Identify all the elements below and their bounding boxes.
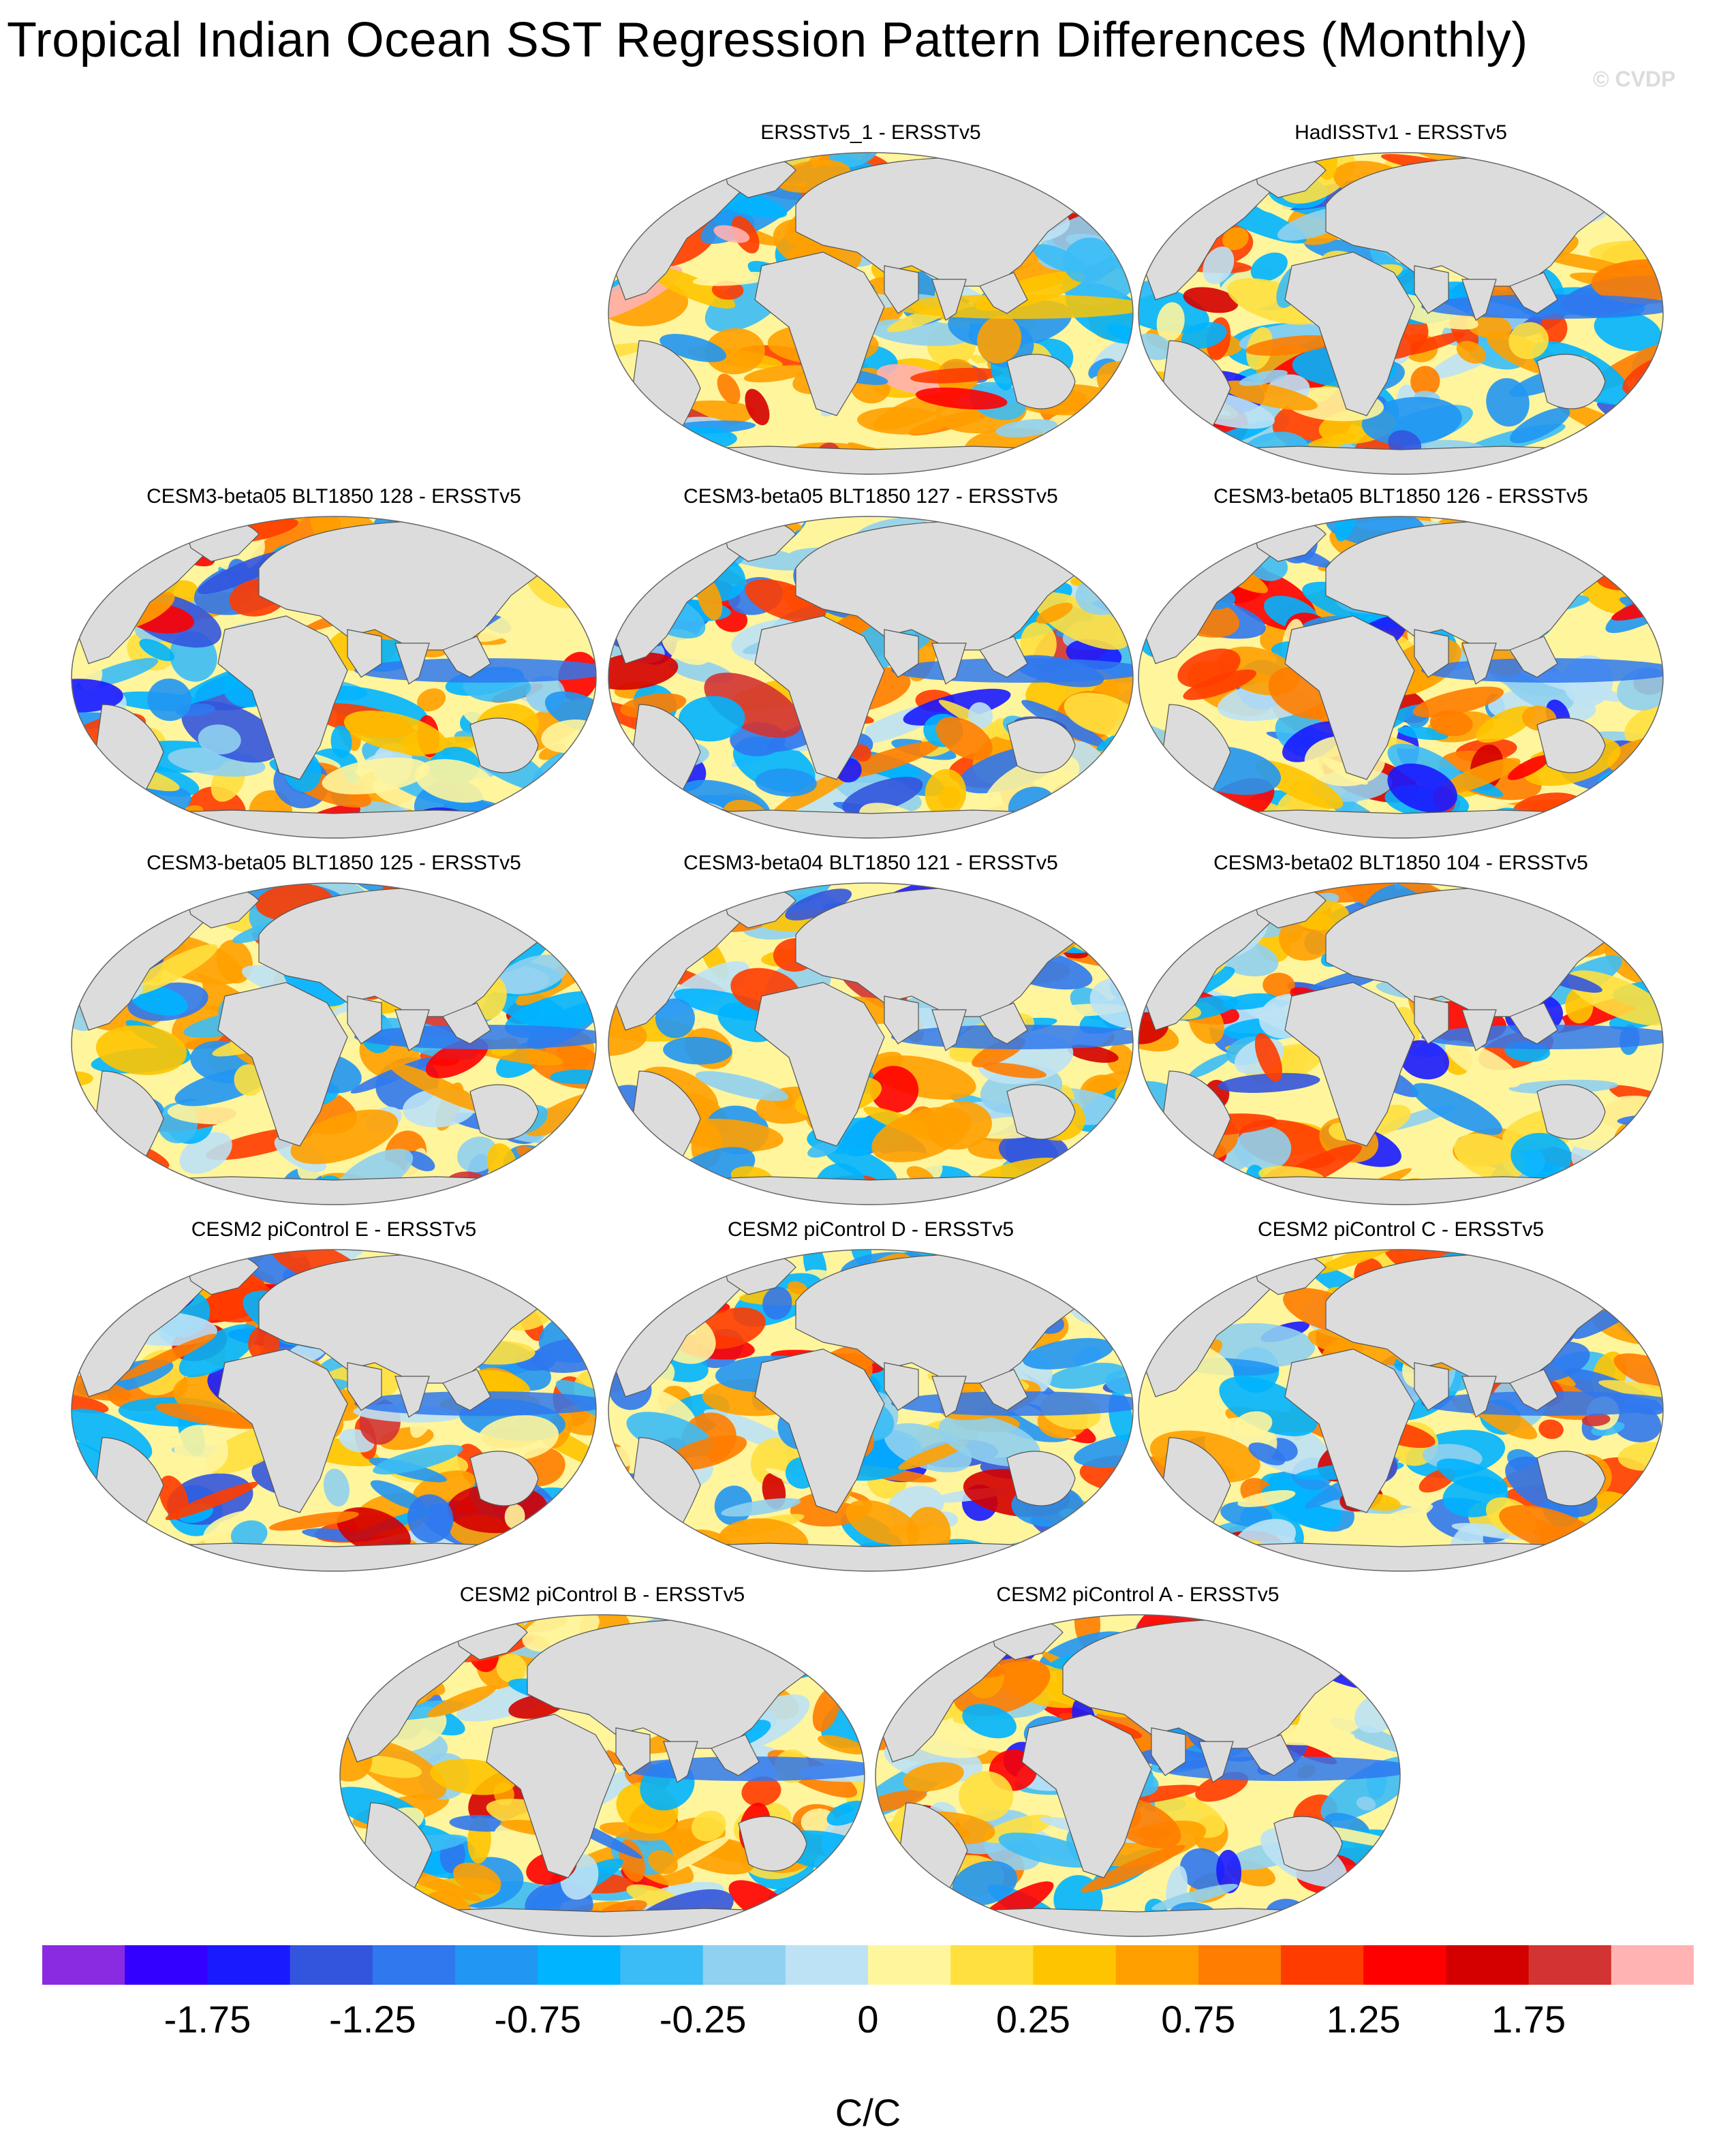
map-outline: [1138, 516, 1664, 839]
colorbar-tick-label: 0.25: [996, 1998, 1070, 2041]
robinson-map: [875, 1614, 1401, 1937]
robinson-map: [1138, 152, 1664, 475]
map-panel: CESM2 piControl D - ERSSTv5: [605, 1218, 1136, 1573]
map-panel: CESM2 piControl B - ERSSTv5: [337, 1583, 868, 1938]
robinson-map: [608, 882, 1134, 1205]
panel-title: HadISSTv1 - ERSSTv5: [1295, 121, 1507, 144]
panel-title: CESM3-beta05 BLT1850 128 - ERSSTv5: [146, 485, 521, 508]
map-outline: [1138, 152, 1664, 475]
robinson-map: [1138, 882, 1664, 1205]
map-outline: [339, 1614, 865, 1937]
map-outline: [875, 1614, 1401, 1937]
map-panel: CESM2 piControl A - ERSSTv5: [872, 1583, 1404, 1938]
colorbar-box: [1363, 1945, 1446, 1985]
map-outline: [608, 516, 1134, 839]
map-panel: CESM3-beta05 BLT1850 125 - ERSSTv5: [68, 852, 600, 1206]
panel-title: CESM3-beta05 BLT1850 126 - ERSSTv5: [1213, 485, 1588, 508]
figure-title: Tropical Indian Ocean SST Regression Pat…: [7, 13, 1528, 67]
colorbar-box: [290, 1945, 373, 1985]
colorbar-box: [1198, 1945, 1282, 1985]
land-mask: [1138, 155, 1663, 474]
panel-title: CESM3-beta05 BLT1850 127 - ERSSTv5: [683, 485, 1058, 508]
robinson-map: [608, 152, 1134, 475]
colorbar-box: [207, 1945, 291, 1985]
colorbar-box: [1528, 1945, 1612, 1985]
colorbar-box: [125, 1945, 208, 1985]
colorbar-tick-label: -1.25: [329, 1998, 416, 2041]
panel-title: CESM3-beta04 BLT1850 121 - ERSSTv5: [683, 852, 1058, 874]
colorbar-box: [538, 1945, 621, 1985]
colorbar-tick-label: 1.25: [1327, 1998, 1401, 2041]
colorbar-tick-label: 0.75: [1161, 1998, 1235, 2041]
map-panel: ERSSTv5_1 - ERSSTv5: [605, 121, 1136, 476]
panel-title: CESM2 piControl D - ERSSTv5: [727, 1218, 1014, 1241]
colorbar-box: [372, 1945, 456, 1985]
map-panel: CESM3-beta05 BLT1850 128 - ERSSTv5: [68, 485, 600, 839]
colorbar-box: [1446, 1945, 1530, 1985]
robinson-map: [339, 1614, 865, 1937]
colorbar-box: [620, 1945, 704, 1985]
robinson-map: [608, 516, 1134, 839]
colorbar-tick-label: -0.75: [494, 1998, 581, 2041]
panel-title: CESM2 piControl C - ERSSTv5: [1257, 1218, 1545, 1241]
panel-title: ERSSTv5_1 - ERSSTv5: [760, 121, 981, 144]
colorbar-box: [868, 1945, 951, 1985]
map-outline: [608, 152, 1134, 475]
colorbar-box: [1611, 1945, 1694, 1985]
colorbar-box: [1115, 1945, 1199, 1985]
land-mask: [608, 518, 1133, 838]
colorbar-box: [785, 1945, 869, 1985]
map-outline: [608, 882, 1134, 1205]
colorbar-box: [455, 1945, 538, 1985]
colorbar-tick-label: -1.75: [164, 1998, 251, 2041]
robinson-map: [71, 1249, 597, 1572]
robinson-map: [1138, 1249, 1664, 1572]
watermark: © CVDP: [1593, 67, 1676, 91]
map-panel: CESM3-beta02 BLT1850 104 - ERSSTv5: [1135, 852, 1667, 1206]
robinson-map: [1138, 516, 1664, 839]
map-panel: CESM3-beta05 BLT1850 127 - ERSSTv5: [605, 485, 1136, 839]
map-outline: [1138, 882, 1664, 1205]
colorbar: -1.75 -1.25 -0.75 -0.25 0 0.25 0.75 1.25 1.75: [42, 1945, 1694, 2041]
map-panel: CESM2 piControl E - ERSSTv5: [68, 1218, 600, 1573]
panel-title: CESM3-beta02 BLT1850 104 - ERSSTv5: [1213, 852, 1588, 874]
colorbar-box: [950, 1945, 1034, 1985]
panel-title: CESM2 piControl E - ERSSTv5: [191, 1218, 477, 1241]
map-panel: CESM3-beta04 BLT1850 121 - ERSSTv5: [605, 852, 1136, 1206]
colorbar-tick-label: -0.25: [660, 1998, 747, 2041]
map-outline: [71, 1249, 597, 1572]
robinson-map: [608, 1249, 1134, 1572]
map-outline: [71, 516, 597, 839]
map-panel: CESM2 piControl C - ERSSTv5: [1135, 1218, 1667, 1573]
land-mask: [72, 1252, 596, 1571]
map-outline: [608, 1249, 1134, 1572]
robinson-map: [71, 516, 597, 839]
map-outline: [71, 882, 597, 1205]
colorbar-box: [42, 1945, 125, 1985]
colorbar-box: [1033, 1945, 1117, 1985]
panel-title: CESM2 piControl A - ERSSTv5: [996, 1583, 1280, 1606]
colorbar-box: [1281, 1945, 1364, 1985]
panel-title: CESM2 piControl B - ERSSTv5: [459, 1583, 745, 1606]
robinson-map: [71, 882, 597, 1205]
map-outline: [1138, 1249, 1664, 1572]
colorbar-units: C/C: [835, 2091, 901, 2134]
colorbar-tick-label: 0: [857, 1998, 878, 2041]
map-panel: HadISSTv1 - ERSSTv5: [1135, 121, 1667, 476]
colorbar-tick-label: 1.75: [1491, 1998, 1566, 2041]
panel-title: CESM3-beta05 BLT1850 125 - ERSSTv5: [146, 852, 521, 874]
map-panel: CESM3-beta05 BLT1850 126 - ERSSTv5: [1135, 485, 1667, 839]
colorbar-box: [702, 1945, 786, 1985]
